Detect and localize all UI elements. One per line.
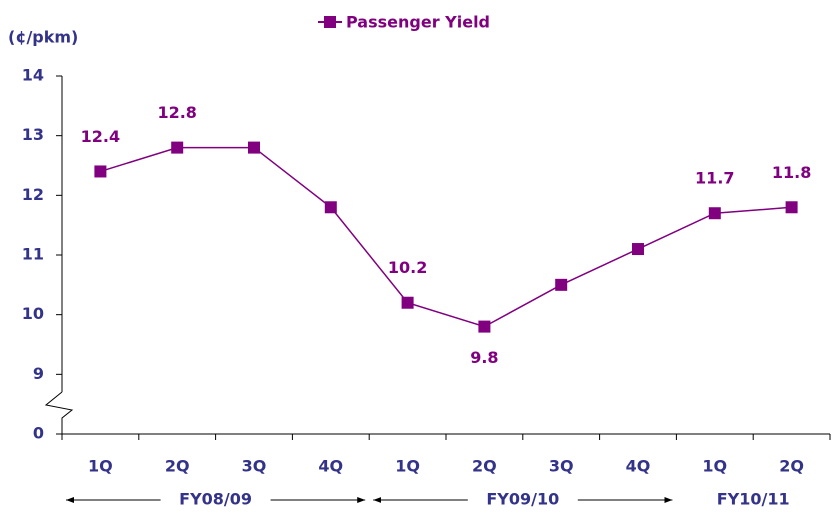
point-marker (94, 165, 107, 178)
data-label: 12.8 (157, 103, 196, 122)
x-tick-label: 2Q (472, 457, 497, 476)
point-marker (555, 278, 568, 291)
x-tick-label: 4Q (318, 457, 343, 476)
x-tick-label: 1Q (702, 457, 727, 476)
point-marker (401, 296, 414, 309)
data-label: 10.2 (388, 258, 427, 277)
axis-break (44, 391, 74, 434)
y-tick-label: 9 (33, 364, 44, 383)
group-label: FY08/09 (179, 490, 252, 509)
y-tick-label: 11 (22, 245, 44, 264)
x-tick-label: 1Q (88, 457, 113, 476)
x-tick-label: 2Q (165, 457, 190, 476)
point-marker (324, 201, 337, 214)
y-tick-label: 14 (22, 66, 44, 85)
x-tick-label: 1Q (395, 457, 420, 476)
series-line (100, 146, 792, 328)
point-marker (708, 207, 721, 220)
y-tick-label: 0 (33, 424, 44, 443)
point-marker (632, 243, 644, 256)
x-tick-label: 4Q (626, 457, 651, 476)
group-label: FY09/10 (486, 490, 559, 509)
point-marker (785, 201, 798, 214)
y-tick-label: 12 (22, 185, 44, 204)
data-label: 12.4 (81, 127, 120, 146)
data-label: 11.8 (772, 163, 811, 182)
y-tick-label: 10 (22, 304, 44, 323)
point-marker (478, 320, 491, 333)
point-marker (171, 141, 184, 154)
legend-marker (324, 16, 336, 28)
x-tick-label: 3Q (549, 457, 574, 476)
x-tick-label: 3Q (242, 457, 267, 476)
point-marker (248, 141, 260, 154)
legend-label: Passenger Yield (346, 13, 490, 32)
x-tick-label: 2Q (779, 457, 804, 476)
y-tick-label: 13 (22, 125, 44, 144)
data-label: 11.7 (695, 169, 734, 188)
data-label: 9.8 (470, 348, 498, 367)
y-axis-label: (¢/pkm) (8, 28, 78, 47)
group-label: FY10/11 (717, 490, 790, 509)
